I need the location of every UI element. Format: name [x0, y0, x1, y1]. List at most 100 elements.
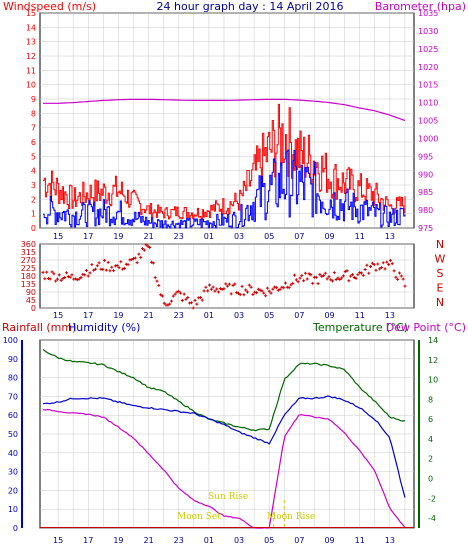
- hour-tick-label: 03: [234, 536, 244, 545]
- humidity-axis-ticks: 0 10 20 30 40 50 60 70 80 90 100: [3, 336, 23, 533]
- wind-direction-point: [307, 272, 311, 276]
- windspeed-tick-label: 3: [31, 181, 36, 190]
- wind-direction-point: [356, 273, 360, 277]
- wind-direction-point: [264, 294, 268, 298]
- hour-tick-label: 09: [324, 536, 334, 545]
- wind-direction-point: [392, 269, 396, 273]
- barometer-tick-label: 1035: [418, 9, 438, 18]
- chart-title: 24 hour graph day : 14 April 2016: [157, 0, 344, 13]
- wind-direction-point: [182, 292, 186, 296]
- wind-direction-point: [186, 296, 190, 300]
- hour-tick-label: 13: [385, 311, 395, 320]
- windspeed-tick-label: 4: [31, 167, 36, 176]
- hour-tick-label: 21: [143, 311, 153, 320]
- windspeed-tick-label: 6: [31, 138, 36, 147]
- direction-tick-label: 315: [21, 248, 36, 257]
- wind-direction-point: [294, 278, 298, 282]
- barometer-line: [43, 98, 406, 122]
- rainfall-label: Rainfall (mm): [2, 321, 76, 334]
- hour-tick-label: 09: [324, 311, 334, 320]
- wind-direction-point: [119, 260, 123, 264]
- wind-direction-point: [278, 287, 282, 291]
- wind-direction-point: [289, 283, 293, 287]
- windspeed-tick-label: 1: [31, 210, 36, 219]
- wind-direction-point: [316, 282, 320, 286]
- wind-direction-point: [401, 277, 405, 281]
- wind-direction-point: [322, 274, 326, 278]
- humidity-tick-label: 40: [8, 449, 18, 458]
- barometer-tick-label: 1010: [418, 99, 438, 108]
- wind-direction-point: [200, 298, 204, 302]
- wind-direction-point: [110, 265, 114, 269]
- hour-tick-label: 05: [264, 311, 274, 320]
- humidity-tick-label: 0: [13, 524, 18, 533]
- wind-direction-point: [399, 274, 403, 278]
- hour-tick-label: 15: [53, 311, 63, 320]
- hour-tick-label: 13: [385, 536, 395, 545]
- hour-tick-label: 23: [174, 311, 184, 320]
- wind-direction-point: [320, 274, 324, 278]
- wind-direction-point: [343, 270, 347, 274]
- wind-direction-point: [352, 276, 356, 280]
- wind-direction-point: [273, 285, 277, 289]
- temperature-tick-label: 2: [428, 455, 433, 464]
- wind-direction-point: [41, 270, 45, 274]
- wind-direction-point: [184, 297, 188, 301]
- temperature-tick-label: 14: [428, 336, 438, 345]
- wind-direction-point: [383, 267, 387, 271]
- barometer-tick-label: 1030: [418, 27, 438, 36]
- wind-direction-point: [338, 278, 342, 282]
- hour-tick-label: 17: [83, 232, 93, 241]
- barometer-tick-label: 1000: [418, 134, 438, 143]
- wind-direction-point: [59, 278, 63, 282]
- direction-tick-label: 360: [21, 240, 36, 249]
- wind-direction-point: [222, 287, 226, 291]
- wind-direction-point: [142, 248, 146, 252]
- wind-direction-point: [122, 266, 126, 270]
- wind-direction-point: [398, 271, 402, 275]
- hour-tick-label: 23: [174, 232, 184, 241]
- hour-tick-label: 19: [113, 536, 123, 545]
- wind-direction-point: [387, 263, 391, 267]
- wind-direction-point: [166, 303, 170, 307]
- wind-direction-point: [97, 261, 101, 265]
- direction-tick-label: 135: [21, 280, 36, 289]
- hour-tick-label: 01: [204, 311, 214, 320]
- wind-direction-point: [130, 258, 134, 262]
- barometer-label: Barometer (hpa): [375, 0, 466, 13]
- wind-direction-point: [236, 291, 240, 295]
- hour-tick-label: 07: [294, 232, 304, 241]
- wind-direction-point: [244, 288, 248, 292]
- wind-direction-point: [231, 283, 235, 287]
- wind-direction-point: [170, 299, 174, 303]
- wind-direction-point: [298, 276, 302, 280]
- temperature-tick-label: 0: [428, 475, 433, 484]
- wind-direction-point: [61, 277, 65, 281]
- temperature-tick-label: 6: [428, 415, 433, 424]
- barometer-tick-label: 1005: [418, 117, 438, 126]
- wind-direction-point: [106, 260, 110, 264]
- wind-direction-point: [180, 298, 184, 302]
- wind-direction-point: [349, 274, 353, 278]
- wind-direction-point: [360, 271, 364, 275]
- humidity-tick-label: 70: [8, 392, 18, 401]
- wind-direction-point: [390, 262, 394, 266]
- moon-set-label: Moon Set: [177, 512, 221, 522]
- wind-direction-point: [256, 287, 260, 291]
- wind-direction-point: [378, 267, 382, 271]
- temperature-tick-label: -2: [428, 494, 436, 503]
- wind-direction-point: [68, 275, 72, 279]
- wind-direction-point: [132, 257, 135, 261]
- wind-direction-point: [376, 262, 380, 266]
- wind-direction-point: [372, 263, 376, 267]
- hour-tick-label: 23: [174, 536, 184, 545]
- wind-direction-point: [242, 293, 246, 297]
- windspeed-tick-label: 14: [26, 23, 36, 32]
- windspeed-tick-label: 5: [31, 152, 36, 161]
- wind-direction-point: [274, 286, 278, 290]
- wind-direction-point: [74, 277, 78, 281]
- wind-direction-point: [175, 290, 179, 294]
- windspeed-tick-label: 0: [31, 224, 36, 233]
- wind-direction-point: [226, 284, 230, 288]
